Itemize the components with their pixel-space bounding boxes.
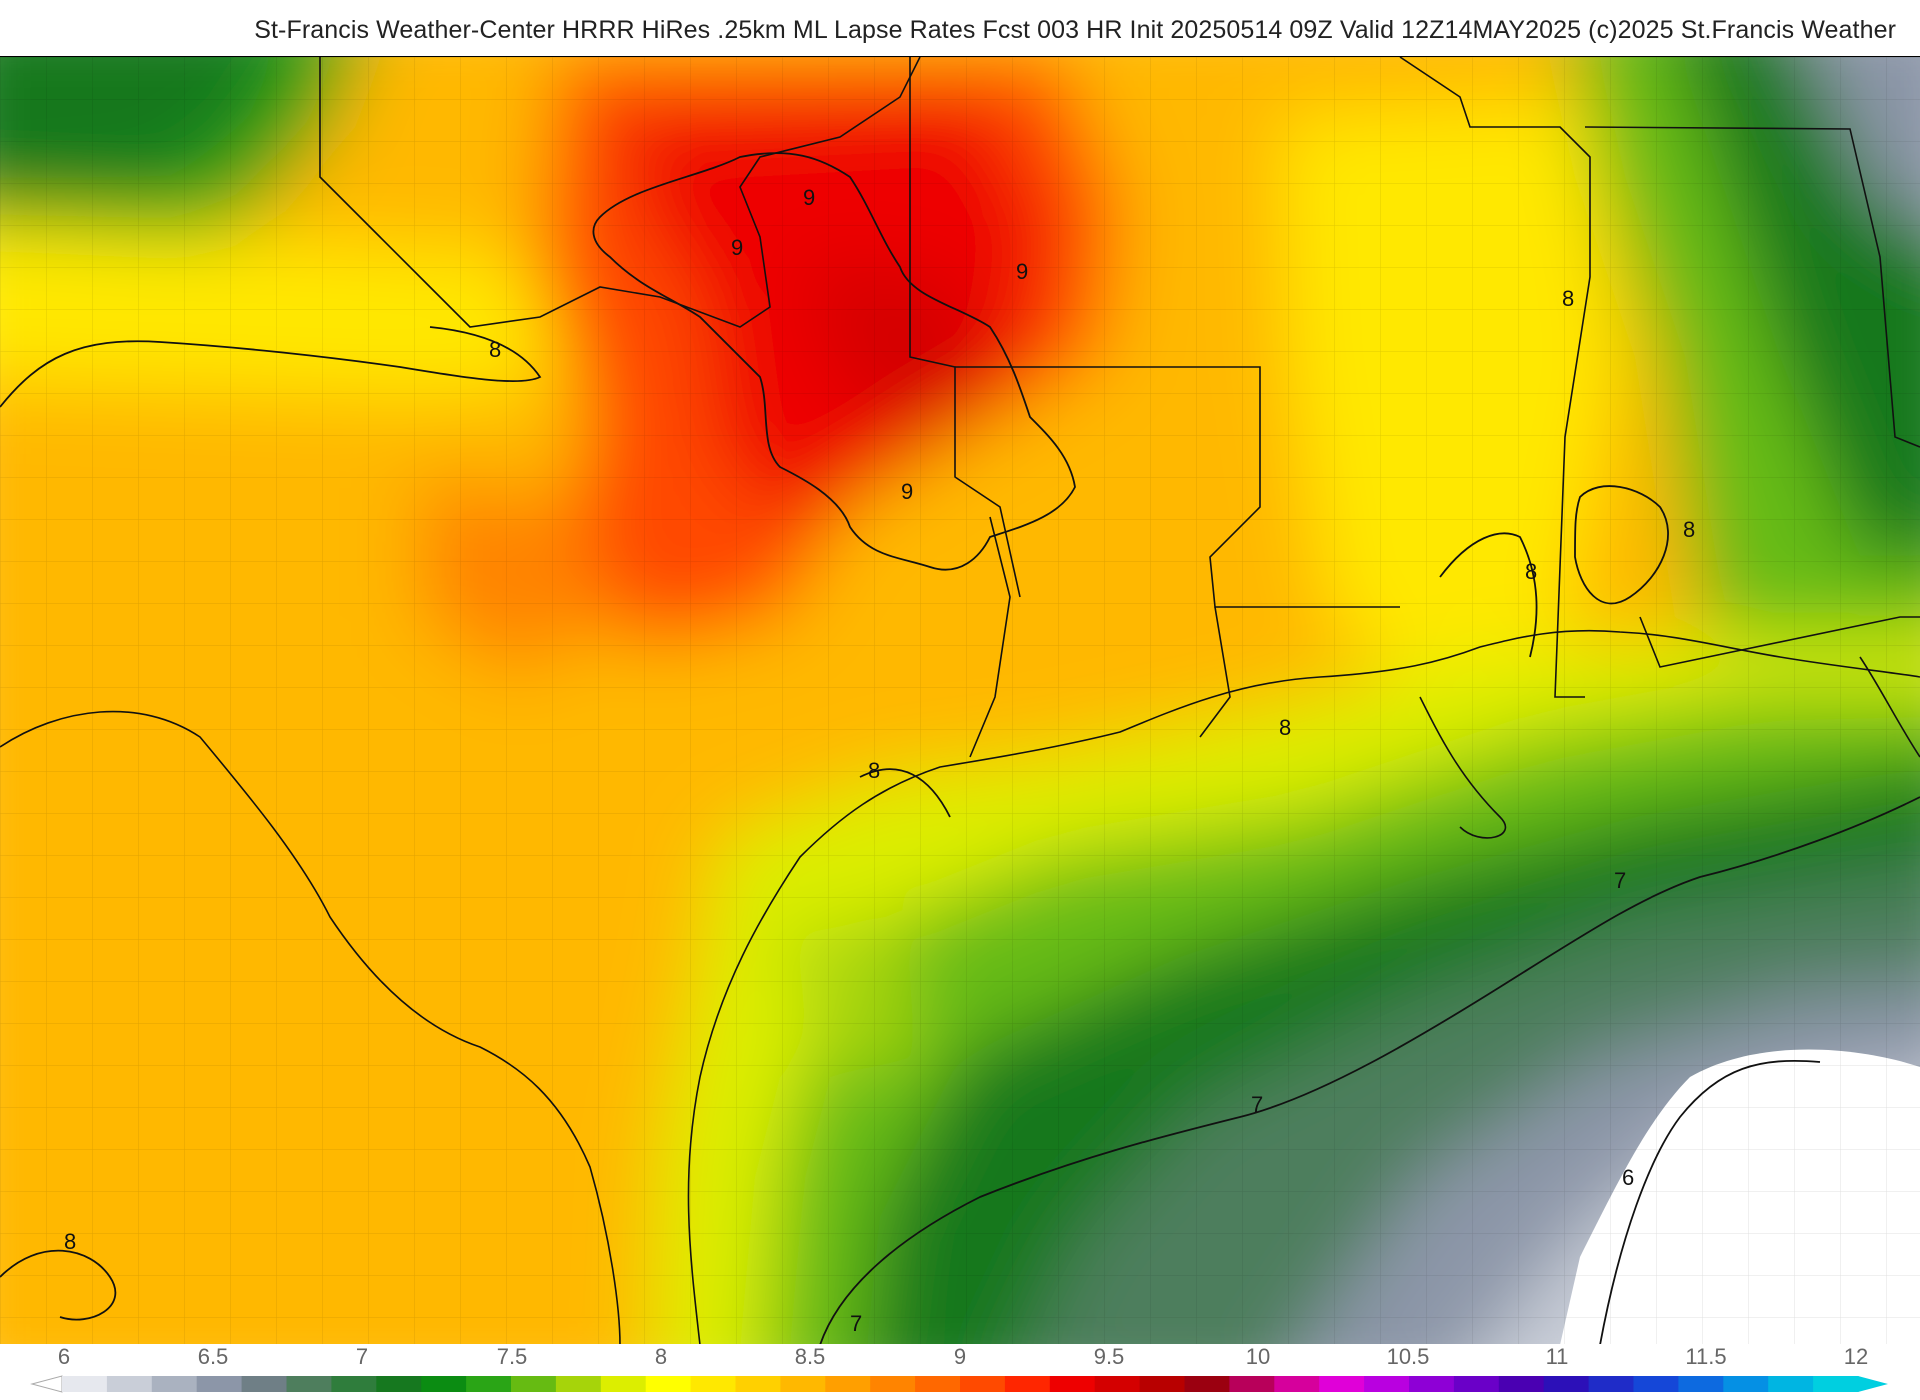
contour-label: 9: [731, 235, 743, 260]
map-title: St-Francis Weather-Center HRRR HiRes .25…: [254, 16, 1896, 44]
colorbar-cell: [600, 1376, 647, 1392]
colorbar: 6 6.5 7 7.5 8 8.5 9 9.5 10 10.5 11 11.5 …: [0, 1344, 1920, 1400]
colorbar-low-arrow: [30, 1375, 63, 1393]
contour-label: 8: [1279, 715, 1291, 740]
contour-label: 7: [1251, 1092, 1263, 1117]
colorbar-cell: [466, 1376, 512, 1392]
contour-label: 7: [1614, 868, 1626, 893]
contour-label: 6: [1622, 1165, 1634, 1190]
colorbar-tick: 9: [953, 1344, 967, 1369]
contour-8-arkansas: [1574, 485, 1669, 605]
colorbar-cell: [645, 1376, 692, 1392]
colorbar-tick: 11.5: [1685, 1344, 1727, 1369]
colorbar-tick: 6: [57, 1344, 71, 1369]
colorbar-cell: [1364, 1376, 1410, 1392]
colorbar-cell: [1723, 1376, 1769, 1392]
colorbar-cell: [690, 1376, 737, 1392]
colorbar-cell: [511, 1376, 557, 1392]
colorbar-cell: [62, 1376, 108, 1392]
contour-label: 8: [1525, 559, 1537, 584]
colorbar-tick: 9.5: [1093, 1344, 1125, 1369]
contour-label: 8: [64, 1229, 76, 1254]
coastline: [0, 629, 1920, 1345]
colorbar-cell: [1184, 1376, 1230, 1392]
contour-labels: 9 9 9 9 8 8 8 8 8 8 8 7 7 7 6: [64, 185, 1695, 1336]
colorbar-cell: [780, 1376, 826, 1392]
colorbar-cell: [421, 1376, 467, 1392]
colorbar-cell: [1588, 1376, 1635, 1392]
colorbar-cell: [1453, 1376, 1500, 1392]
contour-lines: [0, 152, 1920, 1345]
lapse-rate-map: 9 9 9 9 8 8 8 8 8 8 8 7 7 7 6: [0, 56, 1920, 1346]
colorbar-cell: [106, 1376, 153, 1392]
contour-6-gulf: [1599, 1059, 1821, 1345]
colorbar-cell: [870, 1376, 916, 1392]
colorbar-cell: [1768, 1376, 1814, 1392]
colorbar-cell: [1319, 1376, 1365, 1392]
contour-label: 8: [1683, 517, 1695, 542]
contour-label: 8: [868, 758, 880, 783]
county-boundaries: [0, 57, 1920, 1345]
colorbar-cell: [735, 1376, 781, 1392]
colorbar-cells: [62, 1376, 1859, 1392]
colorbar-tick: 12: [1843, 1344, 1869, 1369]
contour-label: 9: [1016, 259, 1028, 284]
colorbar-cell: [1543, 1376, 1590, 1392]
colorbar-tick: 8: [654, 1344, 668, 1369]
colorbar-strip: [30, 1375, 1888, 1393]
colorbar-cell: [286, 1376, 332, 1392]
colorbar-tick: 8.5: [794, 1344, 826, 1369]
colorbar-cell: [1094, 1376, 1141, 1392]
contour-label: 9: [803, 185, 815, 210]
colorbar-cell: [151, 1376, 198, 1392]
colorbar-cell: [1633, 1376, 1679, 1392]
contour-label: 9: [901, 479, 913, 504]
colorbar-tick-labels: 6 6.5 7 7.5 8 8.5 9 9.5 10 10.5 11 11.5 …: [0, 1344, 1920, 1372]
colorbar-cell: [555, 1376, 602, 1392]
contour-8-west: [0, 326, 542, 408]
colorbar-cell: [915, 1376, 961, 1392]
colorbar-cell: [1274, 1376, 1320, 1392]
colorbar-cell: [1139, 1376, 1186, 1392]
contour-7-gulf: [819, 796, 1920, 1345]
colorbar-tick: 7: [355, 1344, 369, 1369]
colorbar-cell: [1409, 1376, 1455, 1392]
contour-label: 7: [850, 1311, 862, 1336]
colorbar-tick: 10: [1245, 1344, 1271, 1369]
colorbar-cell: [331, 1376, 377, 1392]
colorbar-cell: [1678, 1376, 1724, 1392]
colorbar-tick: 10.5: [1386, 1344, 1430, 1369]
colorbar-cell: [241, 1376, 288, 1392]
contour-8-south: [0, 1249, 117, 1321]
map-canvas: 9 9 9 9 8 8 8 8 8 8 8 7 7 7 6: [0, 57, 1920, 1345]
colorbar-cell: [1813, 1376, 1859, 1392]
state-boundaries: [319, 57, 1920, 758]
colorbar-cell: [1498, 1376, 1545, 1392]
colorbar-cell: [1004, 1376, 1051, 1392]
colorbar-cell: [960, 1376, 1006, 1392]
colorbar-tick: 11: [1545, 1344, 1569, 1369]
colorbar-cell: [376, 1376, 422, 1392]
contour-8-coast: [859, 768, 951, 818]
colorbar-cell: [196, 1376, 243, 1392]
colorbar-cell: [1049, 1376, 1096, 1392]
contour-label: 8: [1562, 286, 1574, 311]
header-bar: St-Francis Weather-Center HRRR HiRes .25…: [0, 0, 1920, 56]
colorbar-tick: 7.5: [496, 1344, 528, 1369]
colorbar-high-arrow: [1858, 1376, 1888, 1392]
colorbar-cell: [1229, 1376, 1275, 1392]
contour-label: 8: [489, 337, 501, 362]
colorbar-tick: 6.5: [197, 1344, 229, 1369]
contour-8-louisiana: [1439, 532, 1538, 658]
contour-9-north: [592, 152, 1076, 571]
colorbar-cell: [825, 1376, 871, 1392]
